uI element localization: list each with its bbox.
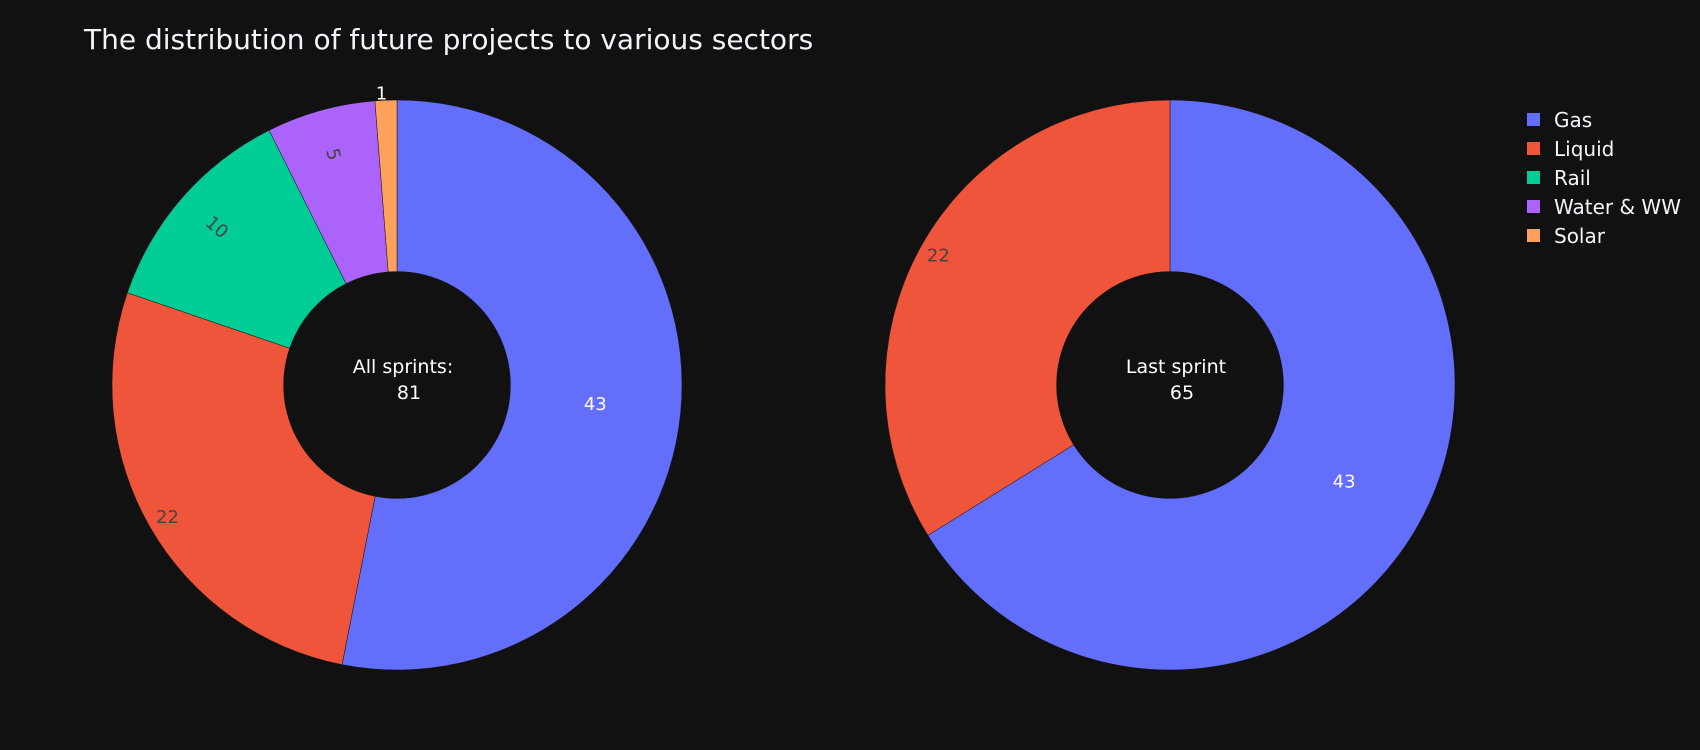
pie2-value-label-liquid: 22 <box>927 246 950 267</box>
legend-item-liquid[interactable]: Liquid <box>1527 137 1614 161</box>
pie2-value-label-gas: 43 <box>1333 471 1356 492</box>
legend-swatch-solar <box>1527 229 1540 242</box>
pie1-value-label-gas: 43 <box>584 394 607 415</box>
pie1-center-label-line2: 81 <box>397 382 421 404</box>
legend-swatch-liquid <box>1527 142 1540 155</box>
legend-item-water-ww[interactable]: Water & WW <box>1527 195 1681 219</box>
pie1-slice-liquid[interactable] <box>111 292 376 665</box>
legend-label-rail: Rail <box>1554 166 1591 190</box>
pie1-slice-gas[interactable] <box>341 99 683 671</box>
legend-label-gas: Gas <box>1554 108 1592 132</box>
legend-item-rail[interactable]: Rail <box>1527 166 1591 190</box>
pie2-slice-gas[interactable] <box>927 99 1456 671</box>
pie2-center-label-line2: 65 <box>1170 382 1194 404</box>
pie1-slice-rail[interactable] <box>127 129 347 349</box>
legend-label-liquid: Liquid <box>1554 137 1614 161</box>
legend-label-water-ww: Water & WW <box>1554 195 1681 219</box>
pie-2: 43 22 Last sprint 65 <box>884 99 1456 671</box>
legend: Gas Liquid Rail Water & WW Solar <box>1527 108 1681 248</box>
pie1-value-label-liquid: 22 <box>156 507 179 528</box>
chart-title: The distribution of future projects to v… <box>83 23 813 56</box>
pie1-value-label-water-ww: 5 <box>321 146 344 163</box>
legend-item-gas[interactable]: Gas <box>1527 108 1592 132</box>
legend-swatch-rail <box>1527 171 1540 184</box>
legend-swatch-water-ww <box>1527 200 1540 213</box>
pie2-center-label-line1: Last sprint <box>1126 356 1226 378</box>
pie2-slice-liquid[interactable] <box>884 99 1171 536</box>
pie1-center-label-line1: All sprints: <box>353 356 453 378</box>
legend-label-solar: Solar <box>1554 224 1606 248</box>
legend-item-solar[interactable]: Solar <box>1527 224 1606 248</box>
pie1-value-label-solar: 1 <box>376 84 387 105</box>
pie1-slice-solar[interactable] <box>374 99 398 273</box>
legend-swatch-gas <box>1527 113 1540 126</box>
